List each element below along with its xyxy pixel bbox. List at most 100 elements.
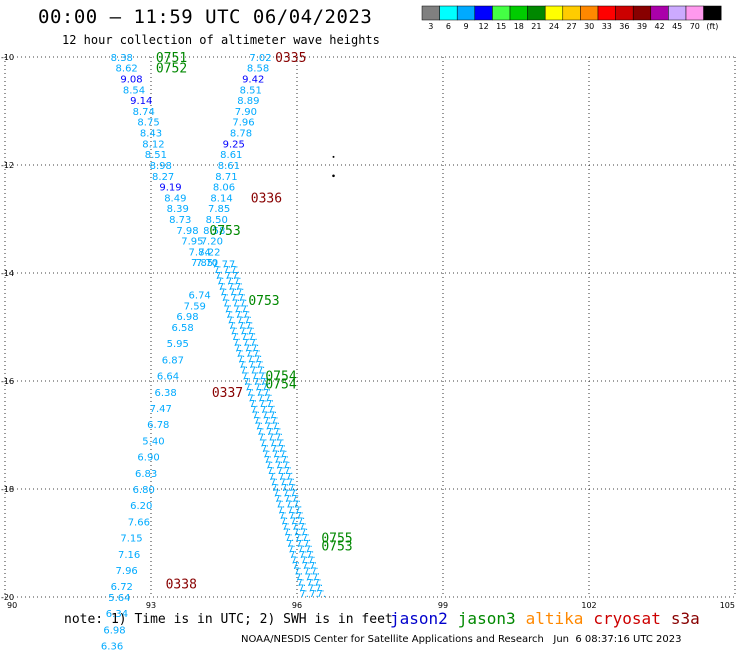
track-mark: 7. [270,416,280,427]
track-mark: 7. [277,505,287,516]
track-mark: 7. [288,483,298,494]
satellite-legend: jason2 jason3 altika cryosat s3a [390,609,710,628]
track-mark: 7. [296,578,306,589]
track-mark: 7. [236,315,246,326]
track-mark: 7. [308,556,318,567]
track-mark: 7. [238,321,248,332]
track-mark: 7. [236,288,246,299]
wave-height-value: 8.27 [152,172,174,183]
track-mark: 7. [291,556,301,567]
track-mark: 7. [218,282,228,293]
pass-time-label: 0335 [275,51,306,66]
track-mark: 7. [279,511,289,522]
wave-height-value: 5.64 [108,593,130,604]
track-mark: 7. [303,567,313,578]
chart-grid [4,56,736,598]
track-mark: 7. [254,382,264,393]
legend-swatch [527,5,546,21]
track-mark: 7. [290,516,300,527]
track-mark: 7. [233,304,243,315]
wave-height-value: 6.83 [135,469,157,480]
legend-label: 30 [584,22,594,31]
wave-height-value: 6.98 [176,312,198,323]
chart-axes: 90 93 96 99 102 105 -10 -12 -14 -16 -18 -20 [1,53,735,610]
legend-label: 18 [514,22,524,31]
track-mark: 7. [268,433,278,444]
y-tick-label: -18 [1,485,14,494]
wave-height-value: 6.98 [103,625,125,636]
track-mark: 7. [246,388,256,399]
track-mark: 7. [306,578,316,589]
legend-swatch [685,5,704,21]
legend-label: (ft) [706,22,718,31]
pass-time-label: 0754 [265,370,296,385]
wave-height-value: 7.84 [189,247,211,258]
wave-height-value: 6.64 [157,372,179,383]
track-mark: 7. [257,366,267,377]
x-tick-label: 90 [7,601,17,610]
track-mark: 7. [271,483,281,494]
track-mark: 7. [242,338,252,349]
track-mark: 7. [231,332,241,343]
pass-time-label: 0338 [166,578,197,593]
wave-height-value: 8.78 [230,129,252,140]
wave-height-value: 7.96 [116,566,138,577]
wave-height-value: 7.85 [191,258,213,269]
track-mark: 7. [243,377,253,388]
wave-height-value: 6.20 [130,501,152,512]
track-mark: 7. [272,422,282,433]
pass-time-label: 0337 [212,386,243,401]
legend-swatch [509,5,528,21]
legend-label: 33 [602,22,612,31]
wave-height-value: 8.73 [169,215,191,226]
track-mark: 7. [234,343,244,354]
color-legend: 3 6 9 12 15 18 21 24 27 30 33 36 39 42 45 70 (ft) [421,5,722,31]
wave-height-value: 6.74 [189,291,211,302]
track-mark: 7. [241,304,251,315]
track-mark: 7. [309,589,319,600]
track-mark: 7. [282,461,292,472]
track-mark: 7. [282,522,292,533]
track-mark: 7. [265,461,275,472]
track-mark: 7. [287,477,297,488]
track-mark: 7. [267,466,277,477]
wave-height-value: 6.72 [111,582,133,593]
track-mark: 7. [275,461,285,472]
track-mark: 7. [216,276,226,287]
track-mark: 7. [237,355,247,366]
track-mark: 7. [224,304,234,315]
track-mark: 7. [276,438,286,449]
wave-height-value: 7.90 [235,107,257,118]
track-mark: 7. [258,433,268,444]
track-mark: 7. [259,438,269,449]
wave-height-value: 8.75 [137,117,159,128]
track-mark: 7. [294,533,304,544]
pass-time-label: 0753 [248,294,279,309]
y-tick-label: -20 [1,593,14,602]
legend-swatch [562,5,581,21]
wave-height-value: 6.87 [162,355,184,366]
track-mark: 7. [263,388,273,399]
track-mark: 7. [241,332,251,343]
track-mark: 7. [262,382,272,393]
track-mark: 7. [222,299,232,310]
track-mark: 7. [271,444,281,455]
track-mark: 7. [278,444,288,455]
track-mark: 7. [247,394,257,405]
track-mark: 7. [251,343,261,354]
track-mark: 7. [223,265,233,276]
track-mark: 7. [282,489,292,500]
track-mark: 7. [302,533,312,544]
track-mark: 7. [254,355,264,366]
track-mark: 7. [275,433,285,444]
track-mark: 7. [263,416,273,427]
track-mark: 7. [303,539,313,550]
track-mark: 7. [250,366,260,377]
wave-height-value: 8.89 [237,96,259,107]
wave-height-value: 8.50 [206,215,228,226]
x-tick-label: 105 [720,601,735,610]
track-mark: 7. [286,539,296,550]
wave-height-value: 6.80 [133,485,155,496]
wave-height-value: 6.90 [137,453,159,464]
track-mark: 7. [296,539,306,550]
